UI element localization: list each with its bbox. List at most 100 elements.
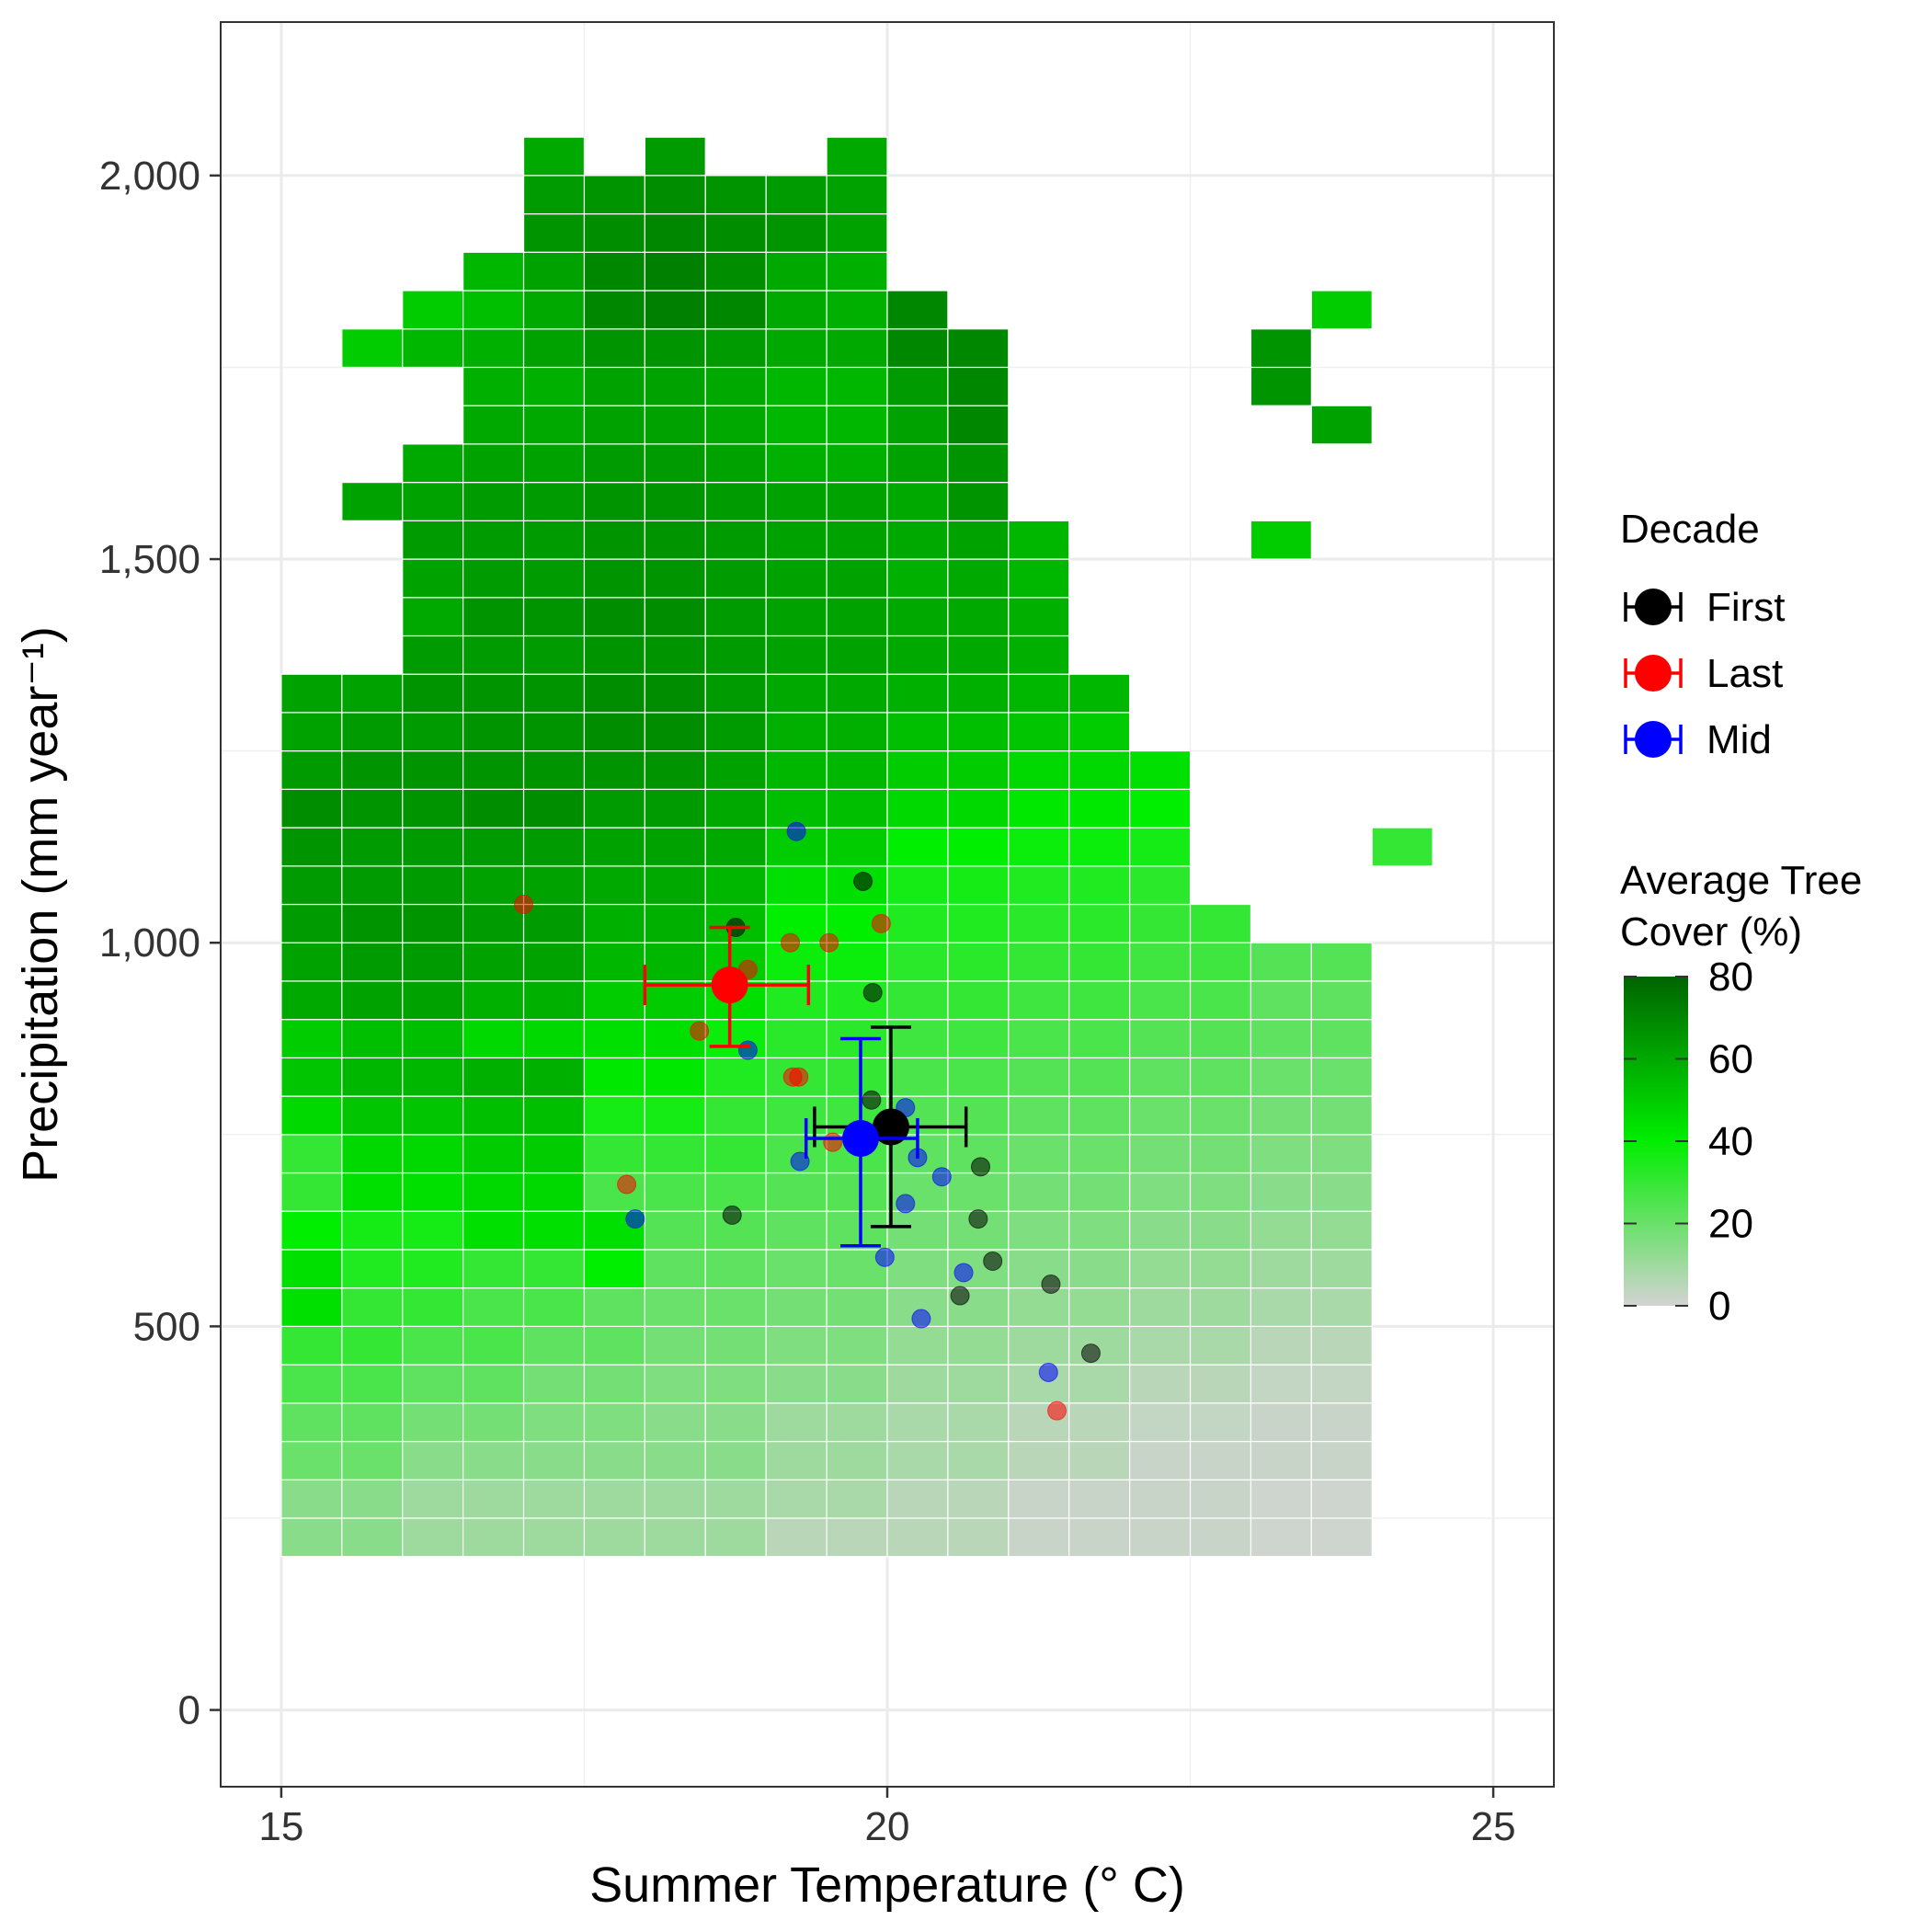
tree-cover-tile [522, 1019, 586, 1058]
tree-cover-tile [341, 903, 404, 943]
tree-cover-tile [462, 443, 525, 484]
tree-cover-tile [1129, 827, 1192, 867]
y-axis-title: Precipitation (mm year⁻¹) [13, 626, 68, 1183]
tree-cover-tile [886, 1019, 949, 1058]
point-mid [931, 1167, 952, 1187]
tree-cover-tile [1129, 1134, 1192, 1174]
tree-cover-tile [1008, 903, 1070, 943]
tree-cover-tile [341, 1325, 404, 1366]
tree-cover-tile [280, 712, 343, 752]
tree-cover-tile [826, 634, 888, 675]
tree-cover-tile [1250, 1057, 1312, 1097]
tree-cover-tile [1068, 1210, 1131, 1251]
tree-cover-tile [1008, 1134, 1070, 1174]
tree-cover-tile [1129, 1287, 1192, 1327]
tree-cover-tile [765, 750, 828, 790]
tree-cover-tile [886, 366, 949, 406]
point-mid [1038, 1362, 1058, 1382]
tree-cover-tile [462, 1517, 525, 1558]
tree-cover-tile [704, 827, 767, 867]
tree-cover-tile [826, 520, 888, 560]
tree-cover-tile [1310, 1019, 1373, 1058]
tree-cover-tile [644, 634, 706, 675]
tree-cover-tile [341, 1402, 404, 1443]
tree-cover-tile [1129, 980, 1192, 1021]
point-last [1047, 1400, 1067, 1421]
tree-cover-tile [1310, 1517, 1373, 1558]
tree-cover-tile [522, 366, 586, 406]
tree-cover-tile [826, 175, 888, 215]
tree-cover-tile [1371, 827, 1433, 867]
tree-cover-tile [826, 1287, 888, 1327]
tree-cover-tile [704, 405, 767, 445]
tree-cover-tile [462, 980, 525, 1021]
x-tick-label: 15 [258, 1804, 303, 1849]
tree-cover-tile [1008, 865, 1070, 906]
tree-cover-tile [704, 634, 767, 675]
tree-cover-tile [644, 865, 706, 906]
tree-cover-tile [1068, 1402, 1131, 1443]
tree-cover-tile [1008, 1249, 1070, 1289]
tree-cover-tile [765, 865, 828, 906]
tree-cover-tile [522, 1210, 586, 1251]
tree-cover-tile [947, 597, 1010, 637]
tree-cover-tile [644, 328, 706, 369]
tree-cover-tile [462, 520, 525, 560]
tree-cover-tile [522, 865, 586, 906]
tree-cover-tile [341, 865, 404, 906]
tree-cover-tile [1008, 1210, 1070, 1251]
tree-cover-legend-title-line2: Cover (%) [1620, 909, 1802, 955]
tree-cover-tile [402, 750, 464, 790]
colorbar-tick-label: 0 [1708, 1284, 1730, 1329]
tree-cover-tile [947, 1325, 1010, 1366]
tree-cover-tile [1129, 903, 1192, 943]
tree-cover-tile [341, 1134, 404, 1174]
tree-cover-tile [402, 1249, 464, 1289]
tree-cover-tile [886, 673, 949, 714]
y-tick-label: 1,500 [99, 537, 200, 582]
tree-cover-tile [826, 1479, 888, 1519]
point-last [781, 932, 801, 953]
tree-cover-tile [1008, 980, 1070, 1021]
tree-cover-tile [462, 1057, 525, 1097]
tree-cover-tile [826, 1402, 888, 1443]
tree-cover-tile [1189, 1440, 1252, 1480]
tree-cover-tile [1129, 942, 1192, 982]
tree-cover-tile [341, 942, 404, 982]
tree-cover-tile [1129, 1364, 1192, 1404]
tree-cover-tile [402, 558, 464, 599]
tree-cover-tile [402, 980, 464, 1021]
tree-cover-tile [583, 212, 645, 253]
tree-cover-tile [462, 1210, 525, 1251]
tree-cover-tile [1189, 1249, 1252, 1289]
tree-cover-tile [402, 1479, 464, 1519]
tree-cover-tile [462, 366, 525, 406]
tree-cover-tile [886, 482, 949, 521]
tree-cover-tile [1189, 1402, 1252, 1443]
tree-cover-tile [1068, 1134, 1131, 1174]
point-last [871, 913, 891, 933]
tree-cover-tile [462, 827, 525, 867]
tree-cover-tile [522, 1249, 586, 1289]
tree-cover-tile [704, 1402, 767, 1443]
tree-cover-tile [341, 1479, 404, 1519]
tree-cover-tile [765, 520, 828, 560]
tree-cover-tile [704, 1249, 767, 1289]
tree-cover-tile [1068, 673, 1131, 714]
tree-cover-tile [583, 1440, 645, 1480]
tree-cover-tile [280, 1402, 343, 1443]
tree-cover-tile [1068, 1095, 1131, 1136]
tree-cover-tile [886, 903, 949, 943]
tree-cover-tile [1129, 1172, 1192, 1212]
tree-cover-tile [280, 1287, 343, 1327]
tree-cover-tile [1129, 1057, 1192, 1097]
tree-cover-tile [765, 1210, 828, 1251]
tree-cover-tile [280, 1440, 343, 1480]
point-first [971, 1157, 990, 1177]
tree-cover-tile [462, 634, 525, 675]
tree-cover-tile [765, 558, 828, 599]
tree-cover-tile [765, 212, 828, 253]
tree-cover-tile [583, 443, 645, 484]
tree-cover-tile [522, 251, 586, 292]
tree-cover-tile [402, 1440, 464, 1480]
